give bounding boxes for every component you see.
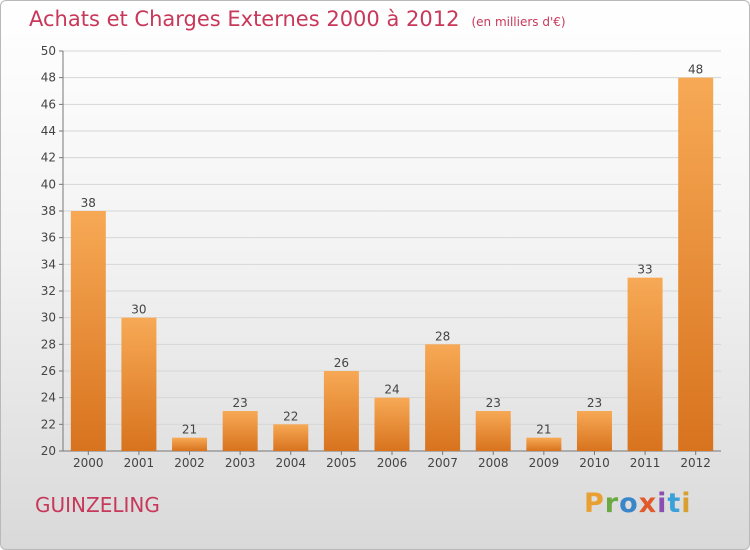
x-tick-label: 2012 [680,456,711,470]
x-tick-label: 2008 [478,456,509,470]
y-tick-label: 38 [41,204,56,218]
x-tick-label: 2000 [73,456,104,470]
chart-subtitle: (en milliers d'€) [471,15,566,29]
data-label: 23 [587,396,602,410]
bar [121,317,157,451]
bar [323,371,359,451]
logo-letter: x [638,488,658,519]
y-tick-label: 40 [41,177,56,191]
x-tick-label: 2005 [326,456,357,470]
bars [70,77,714,452]
data-label: 21 [536,423,551,437]
y-tick-label: 48 [41,71,56,85]
x-tick-label: 2002 [174,456,205,470]
y-tick-label: 44 [41,124,56,138]
data-label: 26 [334,356,349,370]
data-label: 23 [486,396,501,410]
logo-letter: P [584,488,605,519]
logo-letter: i [657,488,668,519]
data-label: 30 [131,303,146,317]
bar [222,411,258,451]
y-tick-label: 24 [41,391,56,405]
y-tick-label: 36 [41,231,56,245]
place-name: GUINZELING [35,493,160,517]
chart-title-text: Achats et Charges Externes 2000 à 2012 [29,7,460,31]
bar [526,437,562,451]
data-labels: 38 30 21 23 22 26 24 28 23 21 23 33 48 [81,63,704,437]
data-label: 38 [81,196,96,210]
data-label: 21 [182,423,197,437]
bar [475,411,511,451]
logo-letter: t [667,488,682,519]
x-tick-label: 2001 [124,456,155,470]
logo-letter: r [604,488,620,519]
y-tick-labels: 20 22 24 26 28 30 32 34 36 38 40 42 44 46 48 50 [41,44,56,458]
bar [425,344,461,451]
x-tick-label: 2007 [427,456,458,470]
x-tick-label: 2009 [529,456,560,470]
bar [273,424,309,451]
data-label: 28 [435,329,450,343]
bar [70,211,106,451]
logo-letter: o [619,488,639,519]
x-tick-label: 2010 [579,456,610,470]
data-label: 48 [688,63,703,77]
y-tick-label: 32 [41,284,56,298]
bar [172,437,208,451]
bar [627,277,663,451]
x-tick-label: 2003 [225,456,256,470]
data-label: 24 [384,383,399,397]
y-tick-label: 26 [41,364,56,378]
x-tick-labels: 2000 2001 2002 2003 2004 2005 2006 2007 2008 2009… [73,451,711,470]
x-tick-label: 2006 [377,456,408,470]
x-tick-label: 2004 [275,456,306,470]
proxiti-logo: Proxiti [584,488,692,519]
data-label: 33 [637,263,652,277]
bar [678,77,714,452]
y-tick-label: 22 [41,417,56,431]
y-tick-label: 28 [41,337,56,351]
y-tick-label: 50 [41,44,56,58]
y-tick-label: 42 [41,151,56,165]
data-label: 23 [233,396,248,410]
y-tick-label: 46 [41,97,56,111]
y-tick-label: 30 [41,311,56,325]
y-tick-label: 34 [41,257,56,271]
x-tick-label: 2011 [630,456,661,470]
logo-letter: i [681,488,692,519]
y-tick-label: 20 [41,444,56,458]
chart-title: Achats et Charges Externes 2000 à 2012 (e… [29,7,566,31]
bar [576,411,612,451]
bar [374,397,410,451]
data-label: 22 [283,409,298,423]
